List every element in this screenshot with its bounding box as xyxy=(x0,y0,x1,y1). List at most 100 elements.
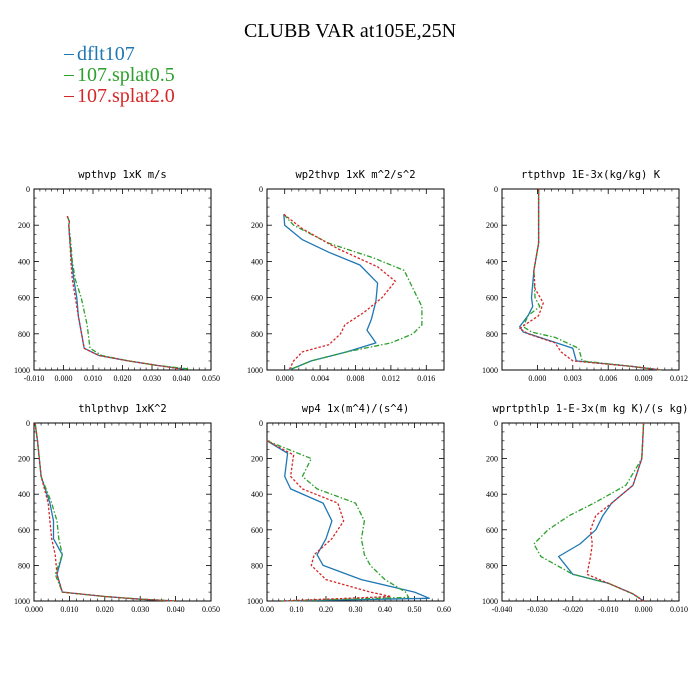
x-tick-label: 0.016 xyxy=(417,374,435,383)
x-tick-label: 0.008 xyxy=(347,374,365,383)
series-line xyxy=(283,214,379,371)
y-tick-label: 400 xyxy=(486,257,498,266)
series-line xyxy=(266,440,430,602)
panel-title: thlpthvp 1xK^2 xyxy=(78,403,167,415)
series-line xyxy=(34,422,176,602)
x-tick-label: 0.020 xyxy=(96,605,114,614)
x-tick-label: -0.010 xyxy=(598,605,619,614)
plot-frame xyxy=(266,188,445,371)
y-tick-label: 200 xyxy=(251,221,263,230)
series-line xyxy=(586,422,645,602)
y-tick-label: 0 xyxy=(259,185,263,194)
y-tick-label: 600 xyxy=(251,526,263,535)
y-tick-label: 200 xyxy=(18,455,30,464)
chart-panel: wpthvp 1xK m/s -0.010 0.000 0.010 0.020 0.030… xyxy=(14,169,220,383)
y-tick-label: 400 xyxy=(18,490,30,499)
series-line xyxy=(66,215,191,370)
x-tick-label: 0.012 xyxy=(670,374,688,383)
x-tick-label: 0.010 xyxy=(60,605,78,614)
series-line xyxy=(283,213,396,371)
chart-panel: wprtpthlp 1-E-3x(m kg K)/(s kg) -0.040 -0.… xyxy=(482,403,688,614)
y-tick-label: 200 xyxy=(251,455,263,464)
x-tick-label: 0.000 xyxy=(25,605,43,614)
y-tick-label: 200 xyxy=(18,221,30,230)
y-tick-label: 600 xyxy=(18,294,30,303)
x-tick-label: 0.000 xyxy=(55,374,73,383)
y-tick-label: 0 xyxy=(494,185,498,194)
x-tick-label: 0.004 xyxy=(311,374,329,383)
x-tick-label: -0.030 xyxy=(527,605,548,614)
panel-title: wprtpthlp 1-E-3x(m kg K)/(s kg) xyxy=(493,403,689,415)
legend-item: dflt107 xyxy=(64,44,175,65)
y-tick-label: 800 xyxy=(251,330,263,339)
y-tick-label: 400 xyxy=(486,490,498,499)
y-tick-label: 600 xyxy=(18,526,30,535)
series-line xyxy=(34,422,176,602)
y-tick-label: 0 xyxy=(26,419,30,428)
series-line xyxy=(266,440,392,602)
y-tick-label: 800 xyxy=(18,330,30,339)
x-tick-label: 0.050 xyxy=(202,605,220,614)
y-tick-label: 400 xyxy=(251,257,263,266)
x-tick-label: 0.009 xyxy=(635,374,653,383)
x-tick-label: 0.40 xyxy=(378,605,392,614)
y-tick-label: 400 xyxy=(251,490,263,499)
panel-title: rtpthvp 1E-3x(kg/kg) K xyxy=(521,169,661,181)
panel-title: wp2thvp 1xK m^2/s^2 xyxy=(295,169,415,181)
y-tick-label: 0 xyxy=(26,185,30,194)
y-tick-label: 600 xyxy=(486,294,498,303)
y-tick-label: 600 xyxy=(486,526,498,535)
x-tick-label: 0.50 xyxy=(408,605,422,614)
figure-title: CLUBB VAR at105E,25N xyxy=(243,20,457,42)
series-line xyxy=(519,189,662,371)
x-tick-label: 0.010 xyxy=(84,374,102,383)
y-tick-label: 800 xyxy=(18,561,30,570)
x-tick-label: -0.010 xyxy=(24,374,45,383)
y-tick-label: 1000 xyxy=(14,366,30,375)
x-tick-label: 0.000 xyxy=(528,374,546,383)
plot-frame xyxy=(501,188,680,371)
x-tick-label: 0.000 xyxy=(276,374,294,383)
y-tick-label: 200 xyxy=(486,221,498,230)
x-tick-label: -0.040 xyxy=(492,605,513,614)
chart-panel: wp2thvp 1xK m^2/s^2 0.000 0.004 0.008 0.012 0… xyxy=(247,169,445,383)
y-tick-label: 800 xyxy=(486,561,498,570)
panel-title: wp4 1x(m^4)/(s^4) xyxy=(302,403,409,415)
plot-frame xyxy=(501,422,680,602)
y-tick-label: 1000 xyxy=(247,597,263,606)
legend-label: 107.splat0.5 xyxy=(77,64,175,86)
y-tick-label: 1000 xyxy=(482,597,498,606)
series-line xyxy=(266,440,410,602)
y-tick-label: 600 xyxy=(251,294,263,303)
y-tick-label: 800 xyxy=(486,330,498,339)
chart-panel: wp4 1x(m^4)/(s^4) 0.00 0.10 0.20 0.30 0.40 0.5… xyxy=(247,403,451,614)
x-tick-label: 0.040 xyxy=(173,374,191,383)
panel-title: wpthvp 1xK m/s xyxy=(78,169,167,181)
x-tick-label: 0.10 xyxy=(290,605,304,614)
y-tick-label: 200 xyxy=(486,455,498,464)
series-line xyxy=(533,422,645,602)
x-tick-label: -0.020 xyxy=(562,605,583,614)
chart-panel: rtpthvp 1E-3x(kg/kg) K 0.000 0.003 0.006 0.0… xyxy=(482,169,688,383)
x-tick-label: 0.012 xyxy=(382,374,400,383)
legend-swatch-icon xyxy=(64,75,74,76)
x-tick-label: 0.003 xyxy=(564,374,582,383)
legend-item: 107.splat2.0 xyxy=(64,86,175,107)
plot-frame xyxy=(33,422,212,602)
legend-swatch-icon xyxy=(64,96,74,97)
plot-frame xyxy=(266,422,445,602)
y-tick-label: 1000 xyxy=(14,597,30,606)
series-line xyxy=(283,213,423,371)
legend: dflt107 107.splat0.5 107.splat2.0 xyxy=(64,44,175,107)
y-tick-label: 1000 xyxy=(482,366,498,375)
series-line xyxy=(66,215,182,370)
x-tick-label: 0.020 xyxy=(114,374,132,383)
y-tick-label: 0 xyxy=(494,419,498,428)
x-tick-label: 0.60 xyxy=(437,605,451,614)
series-line xyxy=(519,189,662,371)
series-line xyxy=(522,189,662,371)
x-tick-label: 0.000 xyxy=(635,605,653,614)
x-tick-label: 0.00 xyxy=(260,605,274,614)
legend-item: 107.splat0.5 xyxy=(64,65,175,86)
